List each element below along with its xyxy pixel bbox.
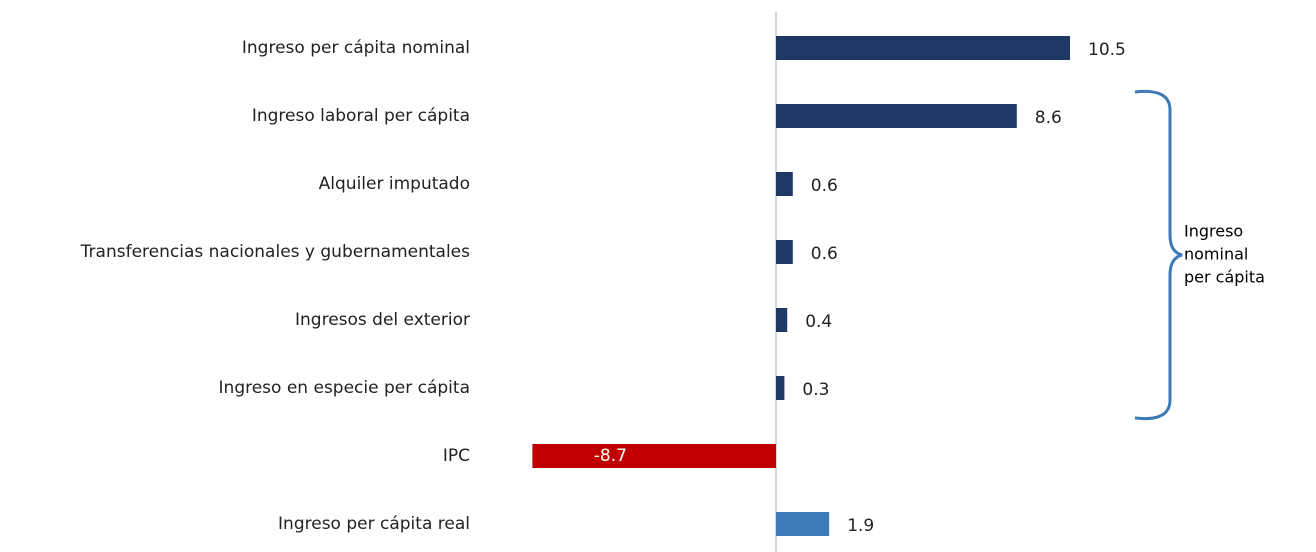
category-label: Ingresos del exterior	[295, 310, 470, 330]
category-label: Alquiler imputado	[319, 174, 470, 194]
value-label: 1.9	[847, 516, 874, 536]
annotation: nominal	[1184, 245, 1248, 264]
bar	[776, 308, 788, 332]
category-label: Ingreso en especie per cápita	[219, 378, 470, 398]
category-label: Ingreso per cápita nominal	[242, 38, 470, 58]
bracket	[1134, 89, 1183, 421]
bar	[776, 240, 793, 264]
value-label: 0.4	[805, 312, 832, 332]
category-label: IPC	[443, 446, 470, 466]
bar	[776, 172, 793, 196]
category-label: Transferencias nacionales y gubernamenta…	[80, 242, 470, 262]
value-label: -8.7	[594, 446, 627, 466]
bar	[776, 36, 1070, 60]
annotation: Ingreso	[1184, 222, 1243, 241]
value-label: 0.6	[811, 176, 838, 196]
bar	[776, 512, 830, 536]
value-label: 0.6	[811, 244, 838, 264]
category-label: Ingreso per cápita real	[278, 514, 470, 534]
category-label: Ingreso laboral per cápita	[252, 106, 470, 126]
bar	[776, 376, 785, 400]
value-label: 0.3	[802, 380, 829, 400]
value-label: 8.6	[1035, 108, 1062, 128]
bar	[532, 444, 776, 468]
annotation: per cápita	[1184, 268, 1265, 287]
bar	[776, 104, 1017, 128]
value-label: 10.5	[1088, 40, 1126, 60]
